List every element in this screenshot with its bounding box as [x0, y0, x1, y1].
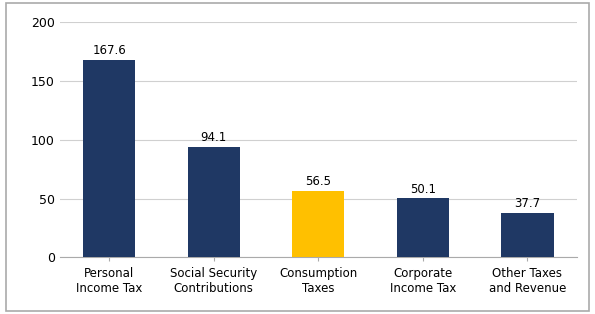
Text: 167.6: 167.6 [92, 44, 126, 57]
Bar [187, 147, 240, 257]
Text: 94.1: 94.1 [201, 131, 227, 144]
Bar [292, 191, 345, 257]
Text: 37.7: 37.7 [515, 197, 540, 210]
Text: 50.1: 50.1 [410, 182, 436, 196]
Bar [502, 213, 553, 257]
Text: 56.5: 56.5 [305, 175, 331, 188]
Bar [397, 198, 449, 257]
Bar [83, 60, 135, 257]
